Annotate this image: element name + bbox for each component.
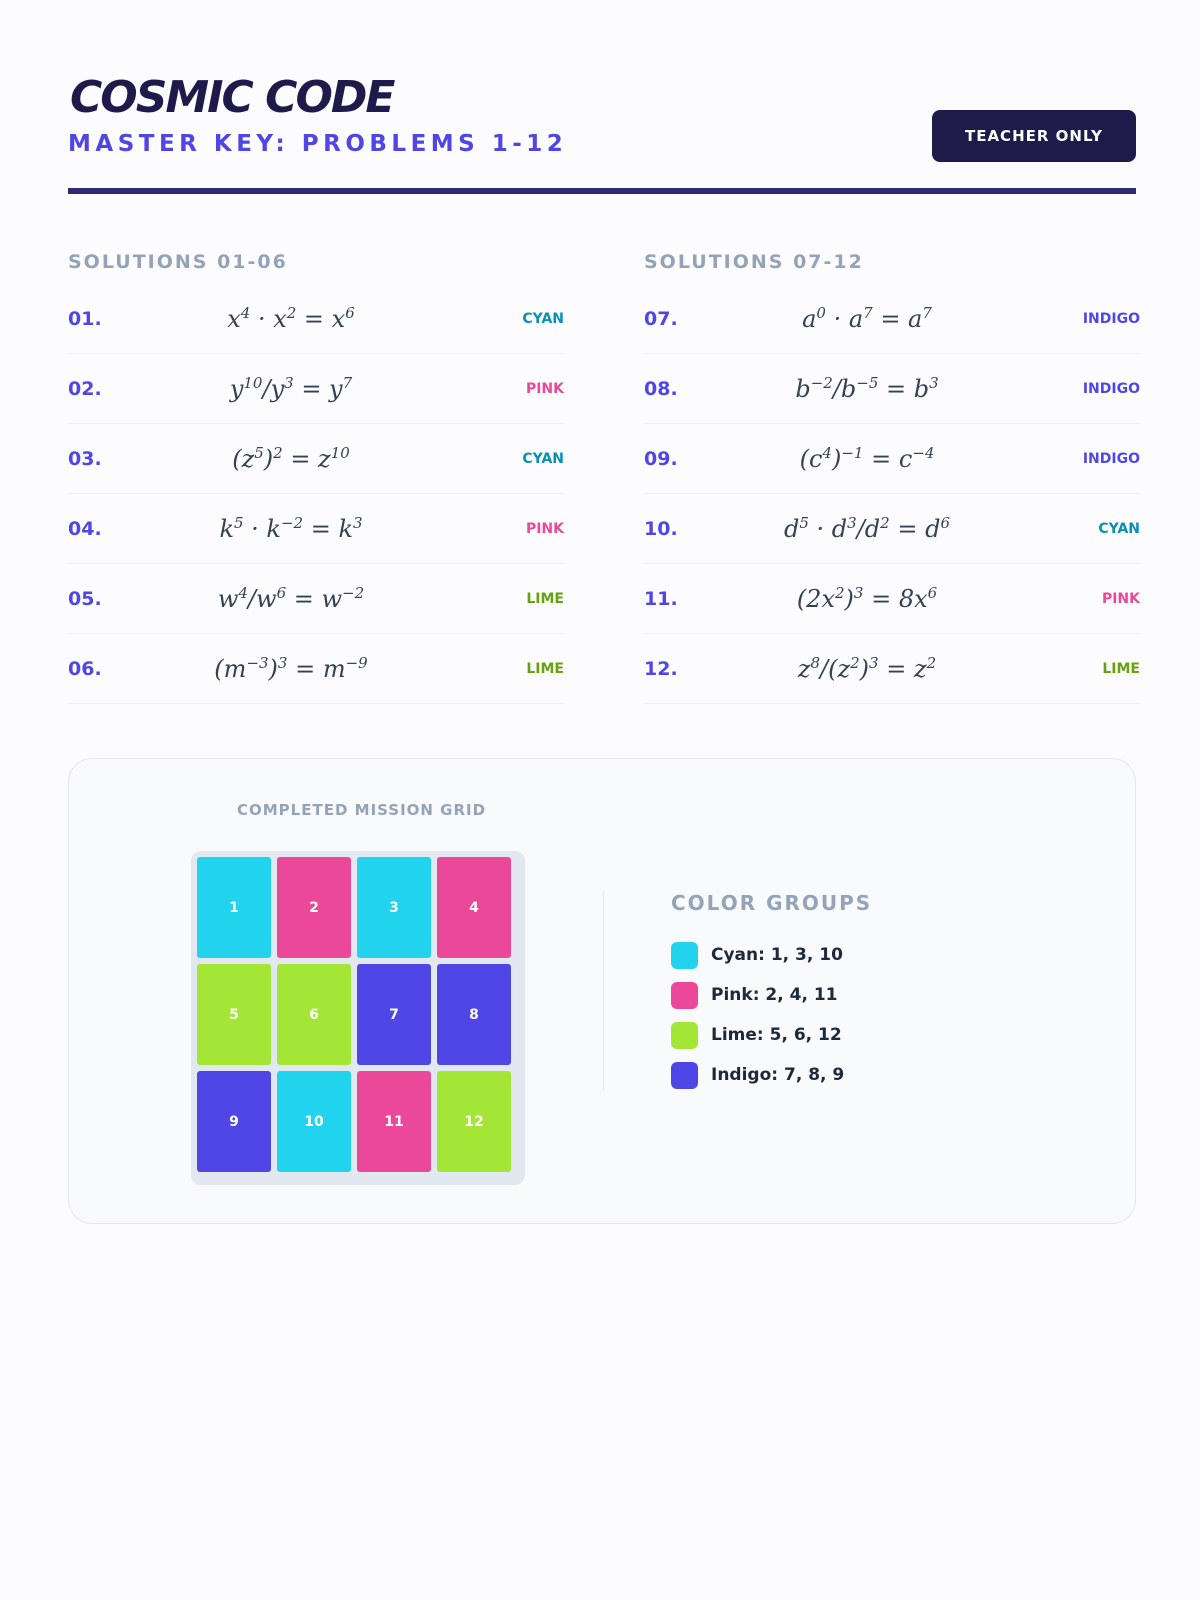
legend-label: Pink: 2, 4, 11 [711, 985, 838, 1005]
column-title: SOLUTIONS 07-12 [644, 251, 864, 273]
problem-number: 01. [68, 308, 102, 330]
solution-expression: (c4)−1 = c−4 [799, 444, 935, 473]
problem-number: 05. [68, 588, 102, 610]
solution-expression: k5 · k−2 = k3 [219, 514, 363, 543]
legend-item: Lime: 5, 6, 12 [671, 1021, 842, 1049]
teacher-only-badge: TEACHER ONLY [932, 110, 1136, 162]
grid-tile: 4 [437, 857, 511, 958]
color-swatch [671, 1021, 698, 1049]
legend-item: Cyan: 1, 3, 10 [671, 941, 843, 969]
solution-row: 03. (z5)2 = z10 CYAN [68, 424, 564, 494]
color-tag: INDIGO [1082, 451, 1140, 467]
solution-expression: (m−3)3 = m−9 [214, 654, 368, 683]
legend-item: Indigo: 7, 8, 9 [671, 1061, 844, 1089]
grid-tile: 7 [357, 964, 431, 1065]
solution-expression: y10/y3 = y7 [229, 374, 353, 403]
solution-row: 07. a0 · a7 = a7 INDIGO [644, 284, 1140, 354]
legend-label: Lime: 5, 6, 12 [711, 1025, 842, 1045]
grid-tile: 8 [437, 964, 511, 1065]
problem-number: 11. [644, 588, 678, 610]
grid-tile: 2 [277, 857, 351, 958]
column-title: SOLUTIONS 01-06 [68, 251, 288, 273]
color-swatch [671, 981, 698, 1009]
solution-expression: b−2/b−5 = b3 [795, 374, 939, 403]
color-swatch [671, 1061, 698, 1089]
color-swatch [671, 941, 698, 969]
legend-label: Indigo: 7, 8, 9 [711, 1065, 845, 1085]
solution-row: 06. (m−3)3 = m−9 LIME [68, 634, 564, 704]
page-title: COSMIC CODE [70, 72, 395, 123]
color-tag: LIME [526, 591, 564, 607]
solution-row: 12. z8/(z2)3 = z2 LIME [644, 634, 1140, 704]
panel-divider [603, 891, 604, 1091]
header-divider [68, 188, 1136, 194]
solution-expression: (2x2)3 = 8x6 [796, 584, 938, 613]
color-tag: LIME [526, 661, 564, 677]
solution-expression: w4/w6 = w−2 [217, 584, 365, 613]
legend-item: Pink: 2, 4, 11 [671, 981, 837, 1009]
color-tag: CYAN [522, 311, 564, 327]
grid-tile: 1 [197, 857, 271, 958]
problem-number: 03. [68, 448, 102, 470]
solution-expression: z8/(z2)3 = z2 [797, 654, 937, 683]
solution-expression: (z5)2 = z10 [232, 444, 350, 473]
color-tag: PINK [1101, 591, 1140, 607]
solutions-column-left: SOLUTIONS 01-06 01. x4 · x2 = x6 CYAN 02. y1… [68, 248, 564, 704]
problem-number: 09. [644, 448, 678, 470]
page-subtitle: MASTER KEY: PROBLEMS 1-12 [68, 131, 568, 157]
grid-tile: 10 [277, 1071, 351, 1172]
problem-number: 06. [68, 658, 102, 680]
solutions-column-right: SOLUTIONS 07-12 07. a0 · a7 = a7 INDIGO 08.… [644, 248, 1140, 704]
mission-grid-panel: COMPLETED MISSION GRID 1 2 3 4 5 6 7 8 9 10 11 12 C… [68, 758, 1136, 1224]
solution-row: 11. (2x2)3 = 8x6 PINK [644, 564, 1140, 634]
problem-number: 08. [644, 378, 678, 400]
problem-number: 12. [644, 658, 678, 680]
solution-expression: d5 · d3/d2 = d6 [784, 514, 950, 543]
grid-tile: 5 [197, 964, 271, 1065]
solution-row: 02. y10/y3 = y7 PINK [68, 354, 564, 424]
solution-row: 04. k5 · k−2 = k3 PINK [68, 494, 564, 564]
color-tag: CYAN [522, 451, 564, 467]
color-tag: PINK [525, 381, 564, 397]
solution-row: 08. b−2/b−5 = b3 INDIGO [644, 354, 1140, 424]
grid-tile: 12 [437, 1071, 511, 1172]
problem-number: 10. [644, 518, 678, 540]
color-tag: PINK [525, 521, 564, 537]
problem-number: 07. [644, 308, 678, 330]
color-tag: INDIGO [1082, 311, 1140, 327]
legend-title: COLOR GROUPS [671, 891, 873, 915]
grid-tile: 9 [197, 1071, 271, 1172]
grid-tile: 6 [277, 964, 351, 1065]
grid-tile: 3 [357, 857, 431, 958]
problem-number: 02. [68, 378, 102, 400]
color-tag: LIME [1102, 661, 1140, 677]
solution-row: 05. w4/w6 = w−2 LIME [68, 564, 564, 634]
header: COSMIC CODE MASTER KEY: PROBLEMS 1-12 TE… [68, 70, 1136, 198]
solution-expression: a0 · a7 = a7 [802, 304, 932, 333]
mission-grid-title: COMPLETED MISSION GRID [237, 801, 487, 819]
solution-row: 09. (c4)−1 = c−4 INDIGO [644, 424, 1140, 494]
grid-tile: 11 [357, 1071, 431, 1172]
problem-number: 04. [68, 518, 102, 540]
color-tag: CYAN [1098, 521, 1140, 537]
solution-row: 01. x4 · x2 = x6 CYAN [68, 284, 564, 354]
legend-label: Cyan: 1, 3, 10 [711, 945, 843, 965]
color-tag: INDIGO [1082, 381, 1140, 397]
solution-expression: x4 · x2 = x6 [227, 304, 355, 333]
solution-row: 10. d5 · d3/d2 = d6 CYAN [644, 494, 1140, 564]
mission-grid: 1 2 3 4 5 6 7 8 9 10 11 12 [191, 851, 525, 1185]
